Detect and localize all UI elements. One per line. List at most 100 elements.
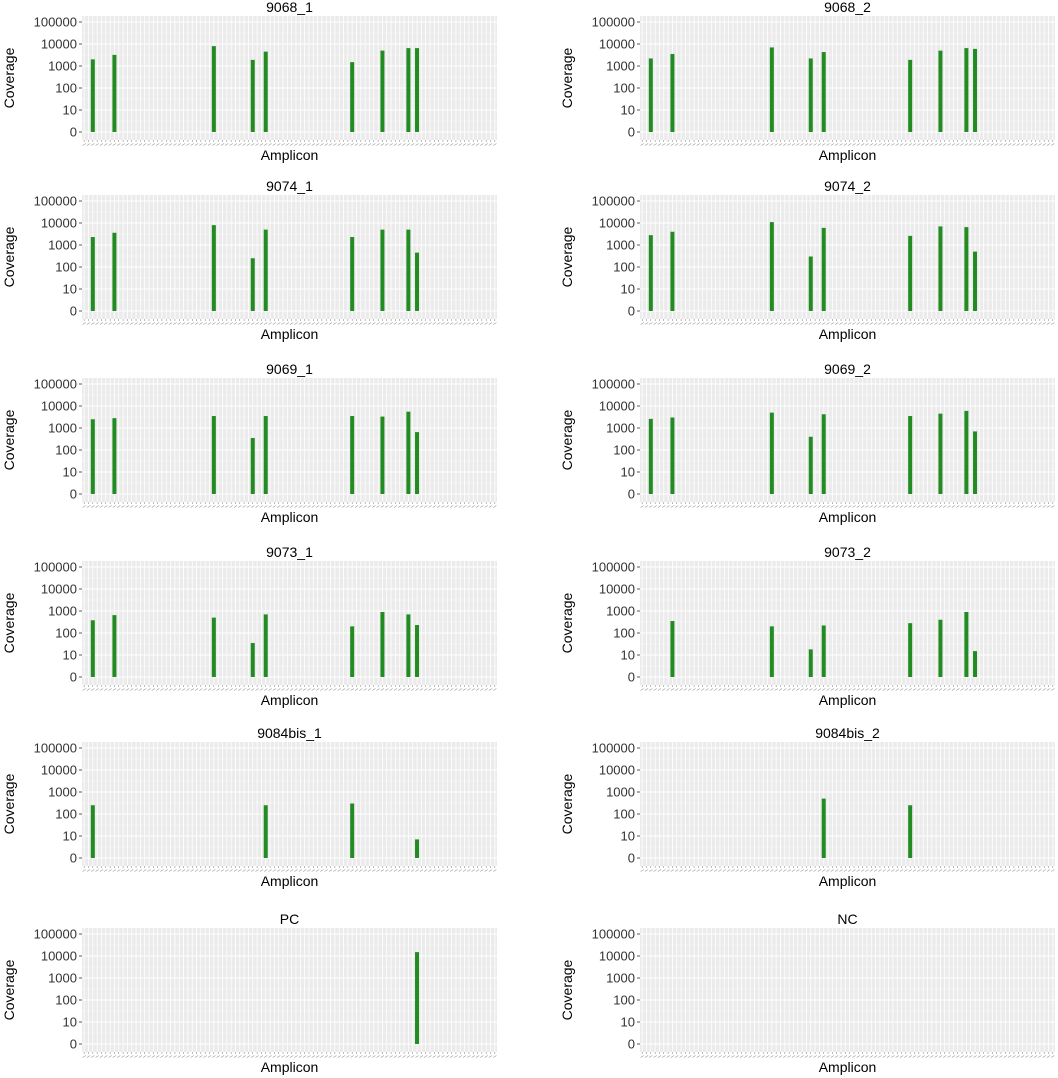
x-tick-label: [752, 1055, 757, 1058]
y-tick-label: 100000: [592, 15, 635, 30]
x-tick-label: [640, 322, 644, 325]
y-tick-label: 1000: [606, 971, 635, 986]
bar: [380, 416, 385, 494]
x-tick-label: [410, 505, 415, 508]
x-tick-label: [981, 1055, 986, 1058]
x-tick-label: [112, 322, 117, 325]
x-tick-label: [307, 505, 311, 508]
x-tick-label: [397, 869, 402, 872]
x-tick-label: [904, 322, 908, 325]
x-tick-label: [973, 869, 977, 872]
panel-title: 9073_1: [266, 544, 313, 560]
x-tick-label: [428, 869, 432, 872]
panel-title: 9073_2: [824, 544, 871, 560]
x-tick-label: [821, 1055, 826, 1058]
x-tick-label: [960, 869, 964, 872]
x-tick-label: [1016, 1055, 1021, 1058]
x-tick-label: [229, 322, 233, 325]
x-tick-label: [86, 688, 91, 691]
y-tick-label: 100: [613, 81, 635, 96]
x-tick-label: [324, 869, 329, 872]
x-tick-label: [731, 505, 735, 508]
x-tick-label: [687, 143, 692, 146]
x-tick-label: [796, 1055, 800, 1058]
x-tick-label: [990, 869, 995, 872]
x-tick-label: [203, 143, 207, 146]
x-tick-label: [419, 688, 424, 691]
x-tick-label: [943, 688, 947, 691]
x-tick-label: [406, 1055, 411, 1058]
x-tick-label: [268, 322, 272, 325]
x-tick-label: [91, 322, 95, 325]
x-tick-label: [968, 505, 973, 508]
x-tick-label: [1051, 505, 1055, 508]
x-tick-label: [190, 143, 194, 146]
x-tick-label: [315, 322, 320, 325]
x-tick-label: [834, 505, 839, 508]
x-axis-title: Amplicon: [819, 509, 877, 525]
x-tick-label: [298, 869, 303, 872]
x-tick-label: [289, 322, 294, 325]
x-tick-label: [1029, 505, 1033, 508]
x-tick-label: [285, 688, 290, 691]
x-tick-label: [164, 1055, 169, 1058]
x-tick-label: [363, 143, 367, 146]
x-tick-label: [748, 505, 752, 508]
x-tick-label: [95, 688, 99, 691]
x-tick-label: [744, 1055, 748, 1058]
bar: [415, 48, 420, 132]
x-tick-label: [354, 688, 359, 691]
x-tick-label: [238, 688, 242, 691]
x-tick-label: [999, 143, 1003, 146]
x-tick-label: [1046, 505, 1051, 508]
x-tick-label: [436, 505, 441, 508]
x-tick-label: [713, 688, 718, 691]
x-tick-label: [95, 322, 99, 325]
bar: [415, 952, 420, 1044]
x-tick-label: [968, 869, 973, 872]
x-tick-label: [125, 1055, 130, 1058]
x-tick-label: [484, 869, 488, 872]
y-tick-label: 10: [63, 103, 77, 118]
x-tick-label: [467, 505, 471, 508]
x-tick-label: [955, 1055, 960, 1058]
x-tick-label: [346, 505, 350, 508]
x-tick-label: [739, 505, 744, 508]
x-tick-label: [372, 322, 376, 325]
x-tick-label: [372, 688, 376, 691]
x-tick-label: [432, 688, 437, 691]
x-tick-label: [320, 688, 324, 691]
x-tick-label: [917, 322, 921, 325]
bar: [415, 625, 420, 677]
x-tick-label: [1012, 869, 1016, 872]
y-tick-label: 100000: [592, 194, 635, 209]
panel-title: 9068_1: [266, 0, 313, 15]
x-tick-label: [471, 143, 475, 146]
y-axis-title: Coverage: [1, 47, 17, 108]
x-tick-label: [302, 1055, 307, 1058]
x-tick-label: [947, 322, 951, 325]
x-tick-label: [644, 322, 649, 325]
x-tick-label: [640, 869, 644, 872]
x-tick-label: [250, 143, 255, 146]
x-tick-label: [238, 505, 242, 508]
x-tick-label: [82, 505, 86, 508]
x-tick-label: [683, 143, 688, 146]
x-tick-label: [415, 688, 419, 691]
x-tick-label: [311, 869, 316, 872]
x-tick-label: [1029, 869, 1033, 872]
x-tick-label: [960, 143, 964, 146]
x-tick-label: [813, 1055, 817, 1058]
x-tick-label: [765, 869, 770, 872]
x-tick-label: [1042, 505, 1046, 508]
x-tick-label: [484, 505, 488, 508]
x-tick-label: [480, 322, 484, 325]
bar: [263, 805, 268, 858]
x-tick-label: [138, 688, 143, 691]
x-tick-label: [315, 143, 320, 146]
bar: [808, 58, 813, 132]
x-tick-label: [817, 1055, 822, 1058]
x-tick-label: [649, 322, 653, 325]
x-tick-label: [207, 505, 212, 508]
x-tick-label: [852, 143, 856, 146]
